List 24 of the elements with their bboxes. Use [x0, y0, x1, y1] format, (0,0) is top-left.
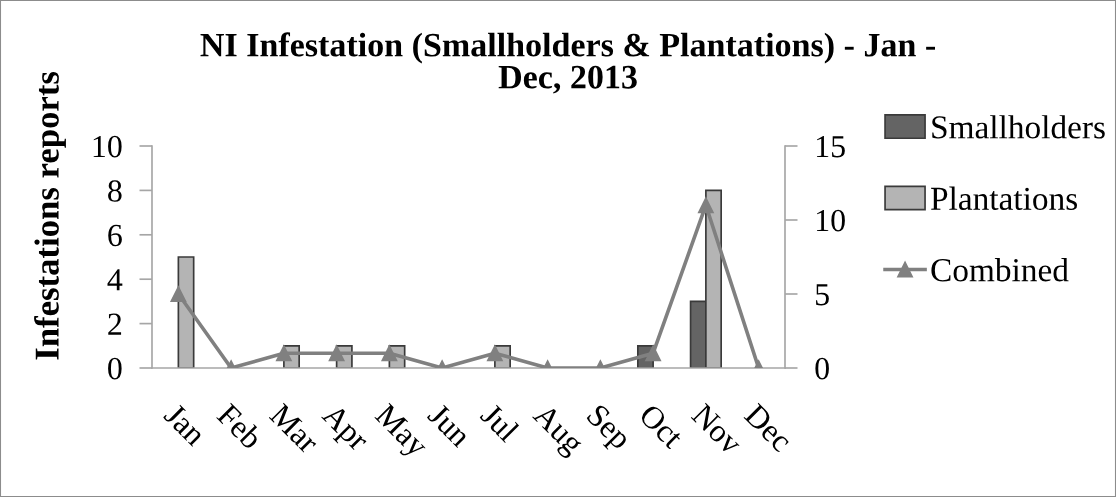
- y2-tick-label: 0: [815, 357, 829, 380]
- y2-tick-label: 10: [816, 209, 845, 232]
- x-tick-label: Jun: [426, 402, 473, 449]
- x-tick-label: Feb: [215, 401, 265, 451]
- y-tick-label: 8: [108, 180, 122, 202]
- y-tick-label: 10: [93, 135, 122, 158]
- y2-tick-label: 15: [816, 135, 845, 158]
- x-tick-label: Jan: [162, 402, 208, 447]
- y-tick-label: 2: [108, 313, 122, 335]
- legend-label: Plantations: [931, 186, 1077, 211]
- chart-title: NI Infestation (Smallholders & Plantations) - Jan - Dec, 2013: [200, 32, 935, 94]
- y2-tick-label: 5: [816, 284, 829, 306]
- y-tick-label: 6: [108, 224, 122, 247]
- x-tick-label: Nov: [690, 402, 744, 457]
- x-tick-label: Jul: [479, 401, 521, 444]
- y-tick-label: 0: [108, 357, 122, 380]
- x-tick-label: Dec: [743, 402, 794, 453]
- x-tick-label: May: [374, 402, 426, 464]
- legend-label: Combined: [931, 258, 1069, 282]
- y-tick-label: 4: [107, 269, 123, 291]
- x-tick-label: Oct: [638, 402, 685, 450]
- bar: [177, 256, 195, 368]
- y-axis-title: Infestations reports: [34, 71, 66, 360]
- legend-label: Smallholders: [932, 115, 1105, 139]
